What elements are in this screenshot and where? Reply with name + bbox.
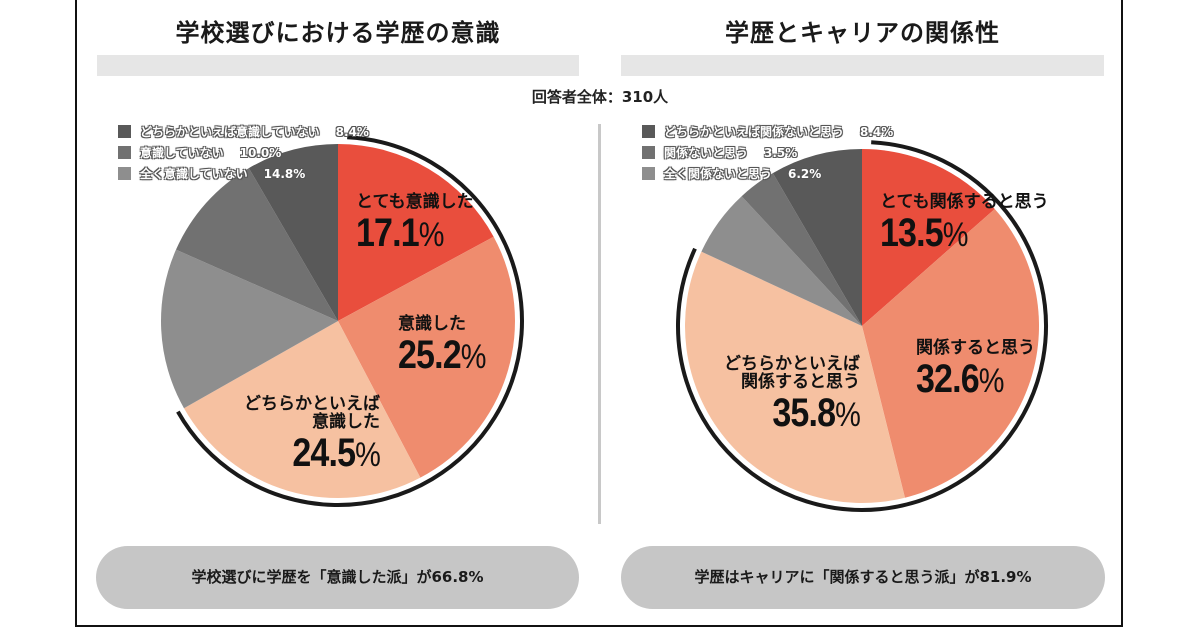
right-summary-pill: 学歴はキャリアに「関係すると思う派」が81.9% [621,546,1105,609]
percent-sign: % [942,215,969,254]
slice-percent: 17.1% [356,212,456,254]
slice-percent: 25.2% [398,334,486,376]
title-underline [621,55,1104,76]
legend-swatch [118,146,131,159]
slice-category: 意識した [398,314,466,334]
percent-sign: % [978,361,1005,400]
pie-slice [338,144,494,321]
legend-label: どちらかといえば関係ないと思う [664,125,845,139]
legend-item: どちらかといえば関係ないと思う 8.4% [642,121,893,142]
left-legend: どちらかといえば意識していない 8.4% 意識していない 10.0% 全く意識してい… [118,121,369,184]
pie-slice [183,321,421,498]
slice-label-very: とても意識した 17.1% [356,192,474,254]
slice-category: どちらかといえば [724,354,860,374]
legend-item: 意識していない 10.0% [118,142,369,163]
legend-label: 意識していない [140,146,224,160]
slice-label-somewhat: どちらかといえば 関係すると思う 35.8% [660,354,861,434]
highlight-arc [176,135,524,507]
percent-sign: % [460,337,487,376]
legend-value: 10.0% [239,145,282,160]
slice-percent-value: 32.6 [916,356,980,401]
slice-category: 関係すると思う [916,338,1035,358]
slice-percent: 32.6% [916,358,1017,400]
percent-sign: % [355,435,381,474]
left-chart-title: 学校選びにおける学歴の意識 [175,19,501,47]
legend-value: 6.2% [788,166,822,181]
right-legend: どちらかといえば関係ないと思う 8.4% 関係ないと思う 3.5% 全く関係ないと思… [642,121,893,184]
legend-item: 全く関係ないと思う 6.2% [642,163,893,184]
legend-item: 全く意識していない 14.8% [118,163,369,184]
slice-percent-value: 17.1 [356,210,420,255]
percent-sign: % [835,395,861,434]
pie-slice [862,208,1040,498]
right-panel-title: 学歴とキャリアの関係性 [621,14,1104,76]
legend-swatch [642,167,655,180]
slice-category: 関係すると思う [741,371,860,392]
legend-value: 8.4% [860,124,894,139]
legend-label: 全く意識していない [140,167,248,181]
legend-swatch [118,167,131,180]
pie-slice [862,149,995,326]
legend-value: 8.4% [335,124,369,139]
legend-item: どちらかといえば意識していない 8.4% [118,121,369,142]
slice-label-yes: 意識した 25.2% [398,314,501,376]
pie-slice [338,236,515,478]
pie-slice [701,196,862,326]
slice-percent-value: 24.5 [292,430,356,475]
slice-category: とても関係すると思う [880,192,1049,212]
left-summary-pill: 学校選びに学歴を「意識した派」が66.8% [96,546,579,609]
pie-slice [248,144,338,321]
pie-slice [685,251,905,503]
legend-swatch [642,146,655,159]
figure-frame [75,0,1123,627]
slice-label-somewhat: どちらかといえば 意識した 24.5% [180,394,381,474]
pie-slice [741,173,862,326]
legend-value: 3.5% [764,145,798,160]
slice-label-yes: 関係すると思う 32.6% [916,338,1035,400]
right-chart-title: 学歴とキャリアの関係性 [725,19,1000,47]
slice-percent: 35.8% [690,392,860,434]
slice-percent: 13.5% [880,212,1023,254]
legend-label: どちらかといえば意識していない [140,125,320,139]
highlight-arc [676,140,1048,512]
slice-category: とても意識した [356,192,474,212]
pie-slice [161,249,338,409]
slice-label-very: とても関係すると思う 13.5% [880,192,1049,254]
legend-item: 関係ないと思う 3.5% [642,142,893,163]
respondent-count: 回答者全体：310人 [531,88,669,106]
panel-divider [598,124,601,524]
slice-category: 意識した [312,411,380,432]
legend-swatch [118,125,131,138]
pie-slice [176,168,338,321]
left-panel-title: 学校選びにおける学歴の意識 [97,14,579,76]
title-underline [97,55,579,76]
percent-sign: % [418,215,445,254]
slice-percent-value: 35.8 [772,390,836,435]
slice-category: どちらかといえば [244,394,380,414]
legend-label: 関係ないと思う [664,146,749,160]
legend-value: 14.8% [263,166,306,181]
pie-slice [772,149,862,326]
legend-label: 全く関係ないと思う [664,167,773,181]
slice-percent-value: 13.5 [880,210,944,255]
slice-percent: 24.5% [210,432,380,474]
legend-swatch [642,125,655,138]
slice-percent-value: 25.2 [398,332,462,377]
